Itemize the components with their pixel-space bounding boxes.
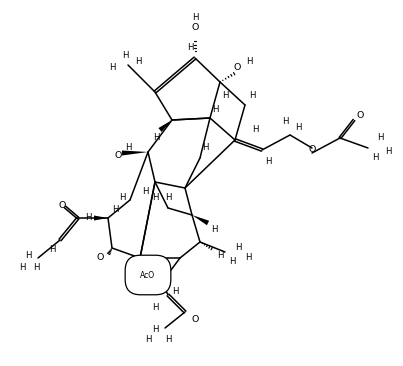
- Text: H: H: [249, 90, 255, 100]
- Text: O: O: [96, 254, 104, 262]
- Text: H: H: [212, 105, 218, 115]
- Text: H: H: [145, 336, 151, 344]
- Text: O: O: [114, 150, 122, 160]
- Text: H: H: [153, 134, 159, 142]
- Text: H: H: [202, 143, 208, 153]
- Text: H: H: [265, 157, 271, 167]
- Text: H: H: [172, 288, 178, 296]
- Text: H: H: [135, 57, 141, 67]
- Text: H: H: [165, 336, 171, 344]
- Text: H: H: [119, 194, 125, 202]
- Text: H: H: [33, 264, 39, 273]
- Text: O: O: [233, 63, 241, 72]
- Text: O: O: [58, 201, 66, 209]
- Text: H: H: [295, 123, 301, 132]
- Text: H: H: [85, 213, 91, 223]
- Text: H: H: [245, 254, 251, 262]
- Polygon shape: [192, 215, 209, 225]
- Text: H: H: [152, 303, 158, 313]
- Text: AcO: AcO: [140, 270, 156, 280]
- Text: H: H: [142, 187, 148, 197]
- Text: H: H: [152, 325, 158, 335]
- Text: H: H: [222, 90, 228, 100]
- Polygon shape: [158, 120, 172, 132]
- Text: H: H: [246, 57, 252, 67]
- Text: H: H: [25, 250, 31, 259]
- Text: H: H: [385, 147, 391, 157]
- Text: H: H: [372, 153, 378, 163]
- Text: H: H: [19, 264, 25, 273]
- Text: H: H: [192, 14, 198, 22]
- Text: H: H: [187, 44, 193, 52]
- Text: H: H: [377, 134, 383, 142]
- Text: H: H: [49, 246, 55, 254]
- Text: H: H: [211, 224, 217, 234]
- Text: H: H: [125, 143, 131, 153]
- Text: H: H: [235, 243, 241, 253]
- Text: H: H: [252, 126, 258, 134]
- Text: H: H: [122, 51, 128, 60]
- Text: H: H: [282, 117, 288, 127]
- Text: H: H: [112, 205, 118, 214]
- Polygon shape: [94, 216, 108, 220]
- Text: H: H: [217, 251, 223, 261]
- Text: H: H: [165, 194, 171, 202]
- Text: H: H: [229, 258, 235, 266]
- Polygon shape: [122, 150, 148, 156]
- Text: O: O: [356, 112, 364, 120]
- Text: O: O: [191, 315, 199, 325]
- Text: O: O: [308, 146, 316, 154]
- Text: H: H: [152, 194, 158, 202]
- Text: O: O: [191, 23, 199, 33]
- Text: H: H: [109, 63, 115, 72]
